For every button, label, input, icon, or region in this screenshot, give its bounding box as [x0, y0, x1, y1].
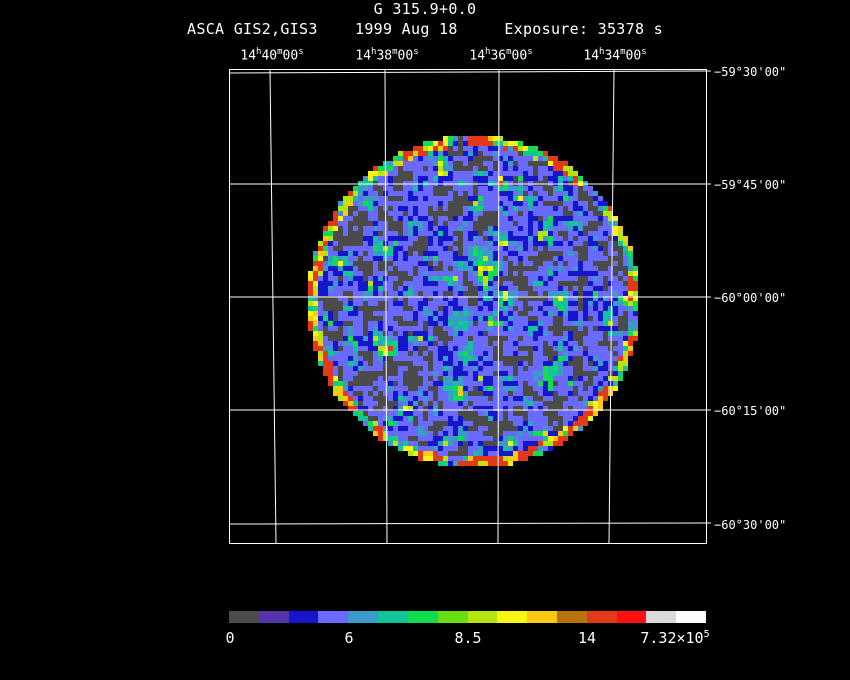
- coordinate-grid: [229, 69, 707, 544]
- colorbar-label-2: 6: [344, 629, 354, 647]
- colorbar-swatch: [437, 611, 468, 623]
- tick-marks: [706, 70, 711, 524]
- colorbar-swatch: [616, 611, 647, 623]
- colorbar: [229, 611, 706, 623]
- dec-label-1: −59°30'00": [714, 65, 787, 79]
- observation-date: 1999 Aug 18: [355, 20, 458, 38]
- colorbar-swatch: [467, 611, 498, 623]
- colorbar-swatch: [318, 611, 349, 623]
- ra-grid-line-4: [608, 69, 615, 544]
- xray-intensity-image: [308, 136, 638, 466]
- ra-label-1: 14h40m00s: [240, 47, 304, 64]
- dec-grid-line-5: [229, 522, 707, 525]
- instrument-label: ASCA GIS2,GIS3: [187, 20, 318, 38]
- colorbar-swatch: [378, 611, 408, 623]
- ra-label-4: 14h34m00s: [583, 47, 647, 64]
- plot-frame: [229, 69, 707, 544]
- colorbar-swatch: [258, 611, 289, 623]
- colorbar-label-max: 7.32×105: [640, 629, 710, 647]
- image-title: G 315.9+0.0: [373, 0, 477, 18]
- dec-grid-line-1: [229, 70, 707, 74]
- colorbar-swatch: [497, 611, 528, 623]
- colorbar-swatch: [229, 611, 259, 623]
- ra-grid-line-2: [384, 69, 388, 544]
- dec-label-3: −60°00'00": [714, 291, 787, 305]
- ra-label-3: 14h36m00s: [469, 47, 533, 64]
- colorbar-swatch: [586, 611, 617, 623]
- dec-label-5: −60°30'00": [714, 518, 787, 532]
- ra-grid-line-3: [497, 69, 500, 544]
- colorbar-swatch: [527, 611, 557, 623]
- dec-label-2: −59°45'00": [714, 178, 787, 192]
- exposure-label: Exposure: 35378 s: [504, 20, 663, 38]
- dec-label-4: −60°15'00": [714, 404, 787, 418]
- colorbar-swatch: [556, 611, 587, 623]
- colorbar-label-4: 14: [577, 629, 597, 647]
- image-subtitle: ASCA GIS2,GIS3 1999 Aug 18 Exposure: 353…: [0, 20, 850, 38]
- colorbar-label-min: 0: [225, 629, 235, 647]
- colorbar-swatch: [288, 611, 319, 623]
- colorbar-swatch: [348, 611, 379, 623]
- colorbar-label-3: 8.5: [454, 629, 482, 647]
- colorbar-swatch: [646, 611, 677, 623]
- ra-grid-line-1: [269, 69, 277, 544]
- colorbar-swatch: [407, 611, 438, 623]
- ra-label-2: 14h38m00s: [355, 47, 419, 64]
- colorbar-swatch: [676, 611, 706, 623]
